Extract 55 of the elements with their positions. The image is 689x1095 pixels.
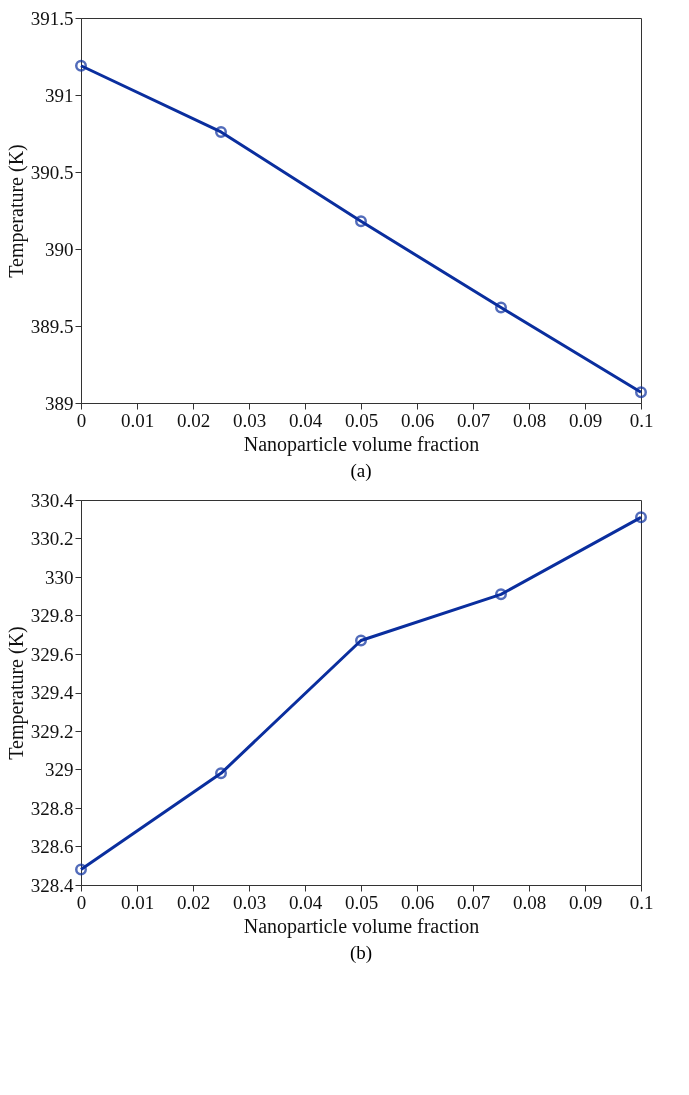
y-tick-label: 390 [45,238,74,260]
x-tick-label: 0.1 [629,409,654,431]
x-tick-label: 0 [76,891,87,913]
y-tick-label: 330 [45,566,74,588]
point [75,59,87,72]
x-tick-label: 0.05 [344,891,379,913]
text: (b) [349,942,373,964]
y-tick-label: 329.2 [30,720,74,742]
y-tick-label: 391 [45,84,74,106]
point [355,215,367,228]
point [75,863,87,876]
x-tick-label: 0.07 [456,891,491,913]
point [355,634,367,647]
y-tick-label: 389.5 [30,315,74,337]
y-tick-label: 330.2 [30,528,74,549]
x-axis-title: Nanoparticle volume fraction [243,432,480,456]
x-tick-label: 0.09 [568,891,603,913]
y-tick-label: 329 [45,759,74,780]
point [495,301,507,314]
x-tick-label: 0.03 [232,891,267,913]
point [215,125,227,138]
point [495,588,507,601]
x-tick-label: 0.05 [344,409,379,431]
x-tick-label: 0.02 [176,409,211,431]
x-tick-label: 0.06 [400,891,435,913]
x-tick-label: 0.03 [232,409,267,431]
y-tick-label: 329.8 [30,605,74,626]
x-axis-title: Nanoparticle volume fraction [243,914,480,938]
x-tick-label: 0.1 [629,891,654,913]
x-tick-label: 0.02 [176,891,211,913]
x-tick-label: 0.08 [512,891,547,913]
x-tick-label: 0.08 [512,409,547,431]
x-tick-label: 0.01 [120,891,155,913]
y-tick-label: 389 [45,392,74,414]
x-tick-label: 0.01 [120,409,155,431]
x-tick-label: 0.09 [568,409,603,431]
text: (a) [350,460,372,482]
x-tick-label: 0 [76,409,87,431]
point [215,767,227,780]
y-tick-label: 391.5 [30,7,74,29]
y-tick-label: 390.5 [30,161,74,183]
y-axis-title: Temperature (K) [4,144,28,278]
y-tick-label: 329.4 [30,682,74,703]
y-tick-label: 330.4 [30,489,74,511]
y-tick-label: 328.8 [30,797,74,819]
point [635,511,647,524]
y-tick-label: 329.6 [30,643,74,665]
y-tick-label: 328.6 [30,836,74,857]
point [635,386,647,399]
y-tick-label: 328.4 [30,874,74,896]
x-tick-label: 0.07 [456,409,491,431]
x-tick-label: 0.04 [288,409,323,431]
x-tick-label: 0.06 [400,409,435,431]
y-axis-title: Temperature (K) [4,626,28,760]
x-tick-label: 0.04 [288,891,323,913]
